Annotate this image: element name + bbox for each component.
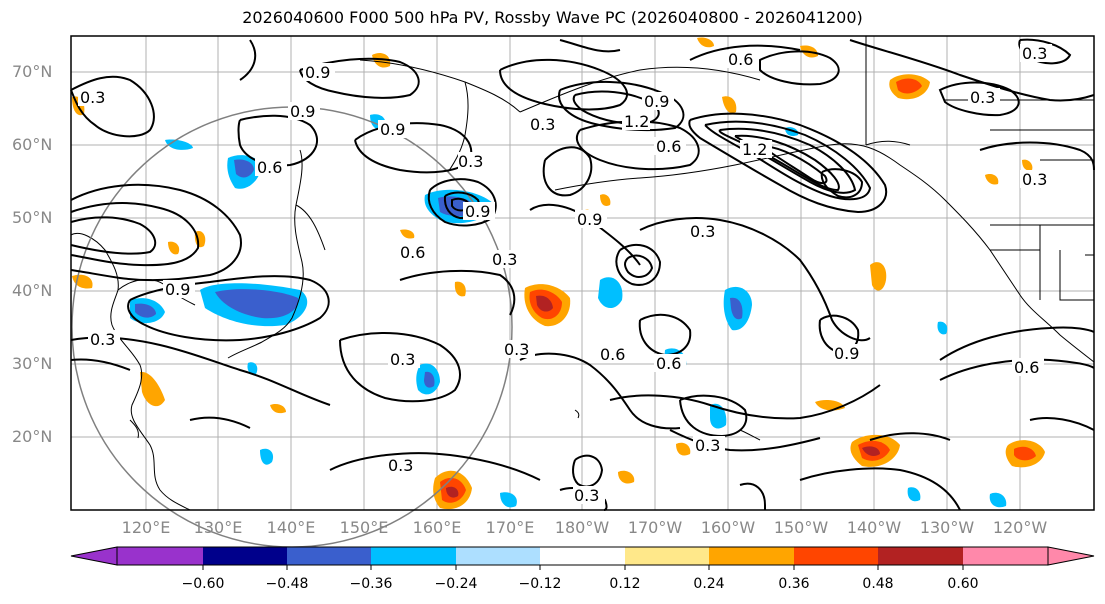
colorbar-bin [709,547,794,565]
contour-label: 0.6 [728,50,753,69]
lon-label: 170°E [485,518,535,537]
contour-label: 0.9 [577,210,602,229]
contour-label: 0.3 [388,456,413,475]
lat-label: 70°N [12,62,53,81]
contour-label: 0.3 [80,88,105,107]
figure-title: 2026040600 F000 500 hPa PV, Rossby Wave … [242,8,863,27]
contour-label: 0.9 [305,63,330,82]
colorbar-tick-label: 0.24 [693,576,725,592]
colorbar-bin [287,547,371,565]
colorbar-tick-label: 0.12 [609,576,641,592]
contour-label: 1.2 [624,112,649,131]
contour-label: 0.9 [465,202,490,221]
contour-label: 0.6 [600,345,625,364]
lat-label: 40°N [12,281,53,300]
colorbar-tick-label: −0.24 [434,576,478,592]
contour-label: 0.3 [458,152,483,171]
colorbar-extend-min [70,546,118,566]
lon-label: 160°W [700,518,756,537]
lon-label: 130°W [919,518,975,537]
contour-label: 0.9 [834,344,859,363]
colorbar-outline [116,546,1049,566]
contour-label: 0.6 [656,354,681,373]
colorbar-bin [540,547,625,565]
colorbar-tick-label: −0.60 [181,576,225,592]
contour-label: 0.6 [656,137,681,156]
lat-label: 30°N [12,354,53,373]
colorbar-bin [117,547,203,565]
contour-label: 0.3 [530,115,555,134]
contour-label: 0.9 [165,280,190,299]
lat-label: 60°N [12,135,53,154]
lon-label: 180°W [554,518,610,537]
contour-label: 0.3 [492,250,517,269]
colorbar-tick-label: −0.12 [518,576,562,592]
contour-label: 0.9 [644,92,669,111]
colorbar-bin [371,547,456,565]
contour-label: 0.3 [695,436,720,455]
lon-label: 130°E [193,518,243,537]
colorbar-tick-label: 0.48 [862,576,894,592]
contour-label: 0.9 [380,120,405,139]
colorbar-extend-max [1047,546,1095,566]
colorbar [70,546,1095,570]
colorbar-bin [203,547,287,565]
colorbar-bin [878,547,963,565]
contour-labels: 0.9 0.9 0.6 0.3 0.3 0.6 0.6 0.6 0.3 0.3 … [78,44,1052,505]
lon-label: 120°E [121,518,171,537]
lon-label: 150°W [773,518,829,537]
colorbar-bin [625,547,709,565]
contour-label: 0.6 [400,243,425,262]
lon-label: 140°W [846,518,902,537]
contour-label: 0.3 [390,350,415,369]
contour-label: 0.3 [1022,44,1047,63]
contour-label: 0.3 [504,340,529,359]
lat-label: 50°N [12,208,53,227]
lon-label: 170°W [627,518,683,537]
contour-label: 0.3 [690,222,715,241]
pv-contours [70,38,1095,511]
positive-anomalies [72,37,1045,510]
lon-label: 160°E [412,518,462,537]
contour-label: 0.3 [90,330,115,349]
map-frame [70,35,1095,511]
contour-label: 0.3 [1022,170,1047,189]
colorbar-tick-label: −0.48 [265,576,309,592]
contour-label: 0.6 [257,158,282,177]
contour-label: 0.3 [574,486,599,505]
contour-label: 1.2 [742,140,767,159]
colorbar-bin [456,547,540,565]
contour-label: 0.9 [290,102,315,121]
colorbar-bin [963,547,1048,565]
lon-label: 140°E [266,518,316,537]
lat-label: 20°N [12,427,53,446]
contour-label: 0.3 [970,88,995,107]
contour-label: 0.6 [1014,358,1039,377]
lon-label: 150°E [339,518,389,537]
coastlines [70,36,1095,511]
colorbar-tick-label: 0.36 [778,576,810,592]
colorbar-tick-label: 0.60 [947,576,979,592]
colorbar-tick-label: −0.36 [349,576,393,592]
lon-label: 120°W [992,518,1048,537]
colorbar-bin [794,547,878,565]
